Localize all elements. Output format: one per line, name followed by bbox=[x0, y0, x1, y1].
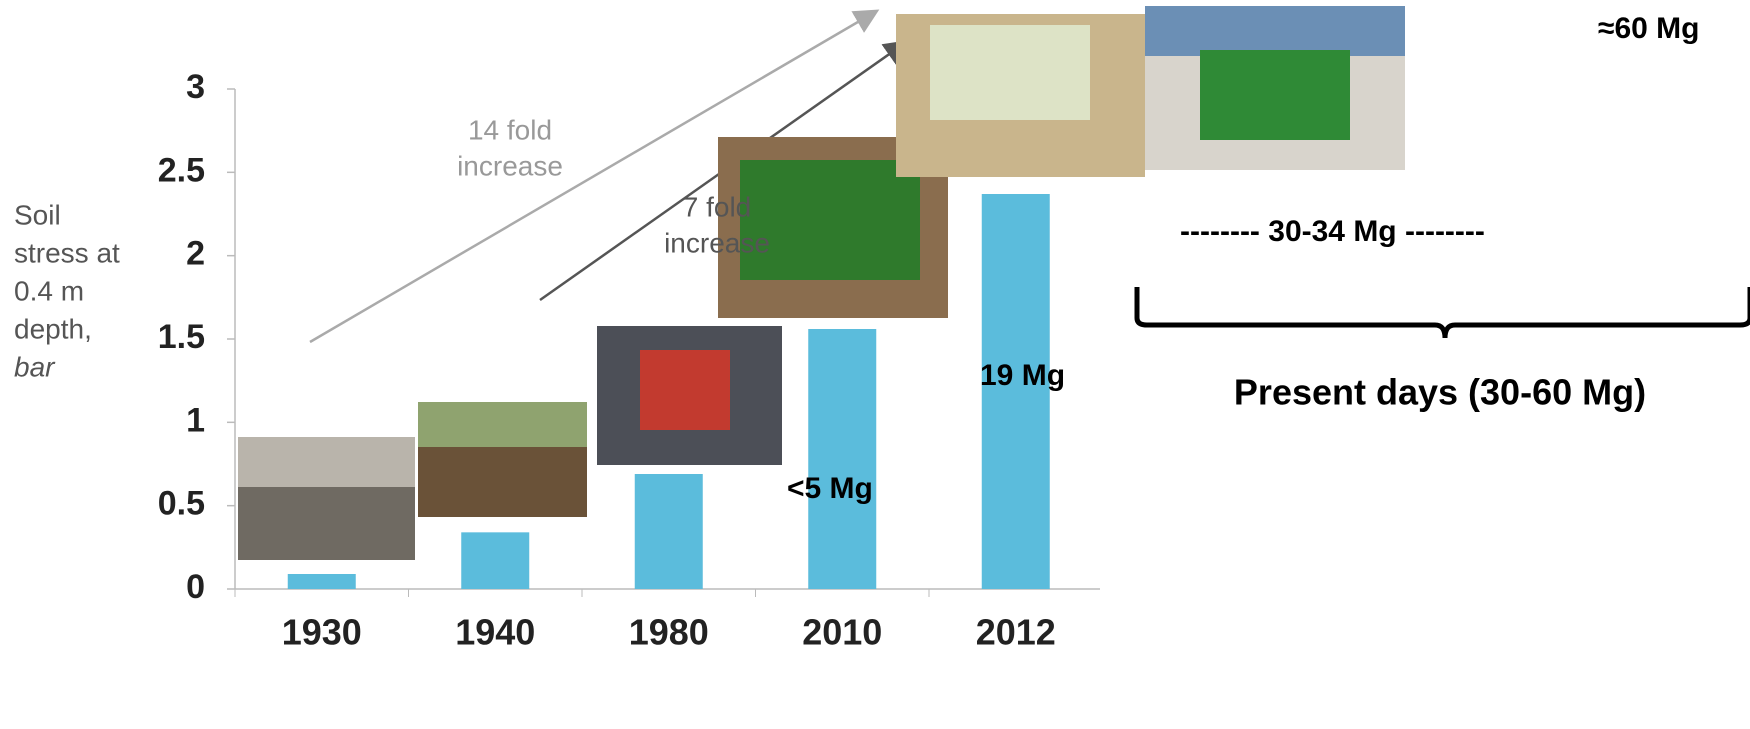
annotation: <5 Mg bbox=[787, 472, 873, 505]
brace bbox=[1134, 287, 1750, 339]
annotation: ≈60 Mg bbox=[1598, 12, 1699, 45]
y-axis-label: stress at bbox=[14, 237, 120, 268]
x-tick-label: 1940 bbox=[455, 612, 535, 653]
annotation: 7 fold bbox=[683, 191, 752, 222]
photo bbox=[740, 160, 920, 280]
photo bbox=[1200, 50, 1350, 140]
photo bbox=[640, 350, 730, 430]
photo bbox=[1145, 6, 1405, 56]
x-tick-label: 1930 bbox=[282, 612, 362, 653]
bar bbox=[634, 474, 703, 589]
y-tick-label: 0.5 bbox=[158, 485, 205, 523]
bar bbox=[287, 574, 356, 589]
photo bbox=[238, 437, 415, 487]
annotation: 19 Mg bbox=[980, 359, 1065, 392]
annotation: increase bbox=[457, 150, 563, 181]
y-axis-label: bar bbox=[14, 351, 56, 382]
annotation: Present days (30-60 Mg) bbox=[1234, 372, 1646, 413]
y-tick-label: 3 bbox=[186, 68, 205, 106]
y-axis-label: depth, bbox=[14, 313, 92, 344]
photos bbox=[238, 6, 1405, 560]
y-tick-label: 1.5 bbox=[158, 318, 205, 356]
y-axis-label: 0.4 m bbox=[14, 275, 84, 306]
y-tick-label: 0 bbox=[186, 568, 205, 606]
x-tick-label: 2012 bbox=[976, 612, 1056, 653]
y-tick-label: 2.5 bbox=[158, 151, 205, 189]
annotation: 14 fold bbox=[468, 114, 552, 145]
x-tick-label: 2010 bbox=[802, 612, 882, 653]
y-tick-label: 1 bbox=[186, 401, 205, 439]
bar bbox=[461, 532, 530, 589]
arrow bbox=[309, 9, 880, 344]
bar bbox=[808, 329, 877, 589]
annotation: -------- 30-34 Mg -------- bbox=[1180, 215, 1485, 248]
photo bbox=[930, 25, 1090, 120]
y-axis-label: Soil bbox=[14, 199, 61, 230]
y-tick-label: 2 bbox=[186, 235, 205, 273]
bar bbox=[981, 194, 1050, 589]
x-tick-label: 1980 bbox=[629, 612, 709, 653]
annotation: increase bbox=[664, 227, 770, 258]
photo bbox=[418, 402, 587, 447]
